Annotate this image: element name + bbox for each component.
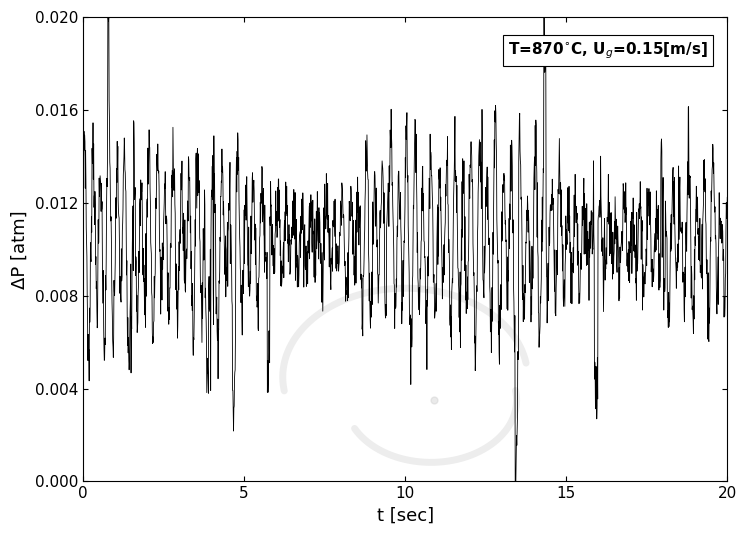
X-axis label: t [sec]: t [sec]: [376, 507, 434, 525]
Y-axis label: ΔP [atm]: ΔP [atm]: [11, 210, 29, 288]
Text: T=870$^{\circ}$C, U$_g$=0.15[m/s]: T=870$^{\circ}$C, U$_g$=0.15[m/s]: [508, 40, 708, 61]
